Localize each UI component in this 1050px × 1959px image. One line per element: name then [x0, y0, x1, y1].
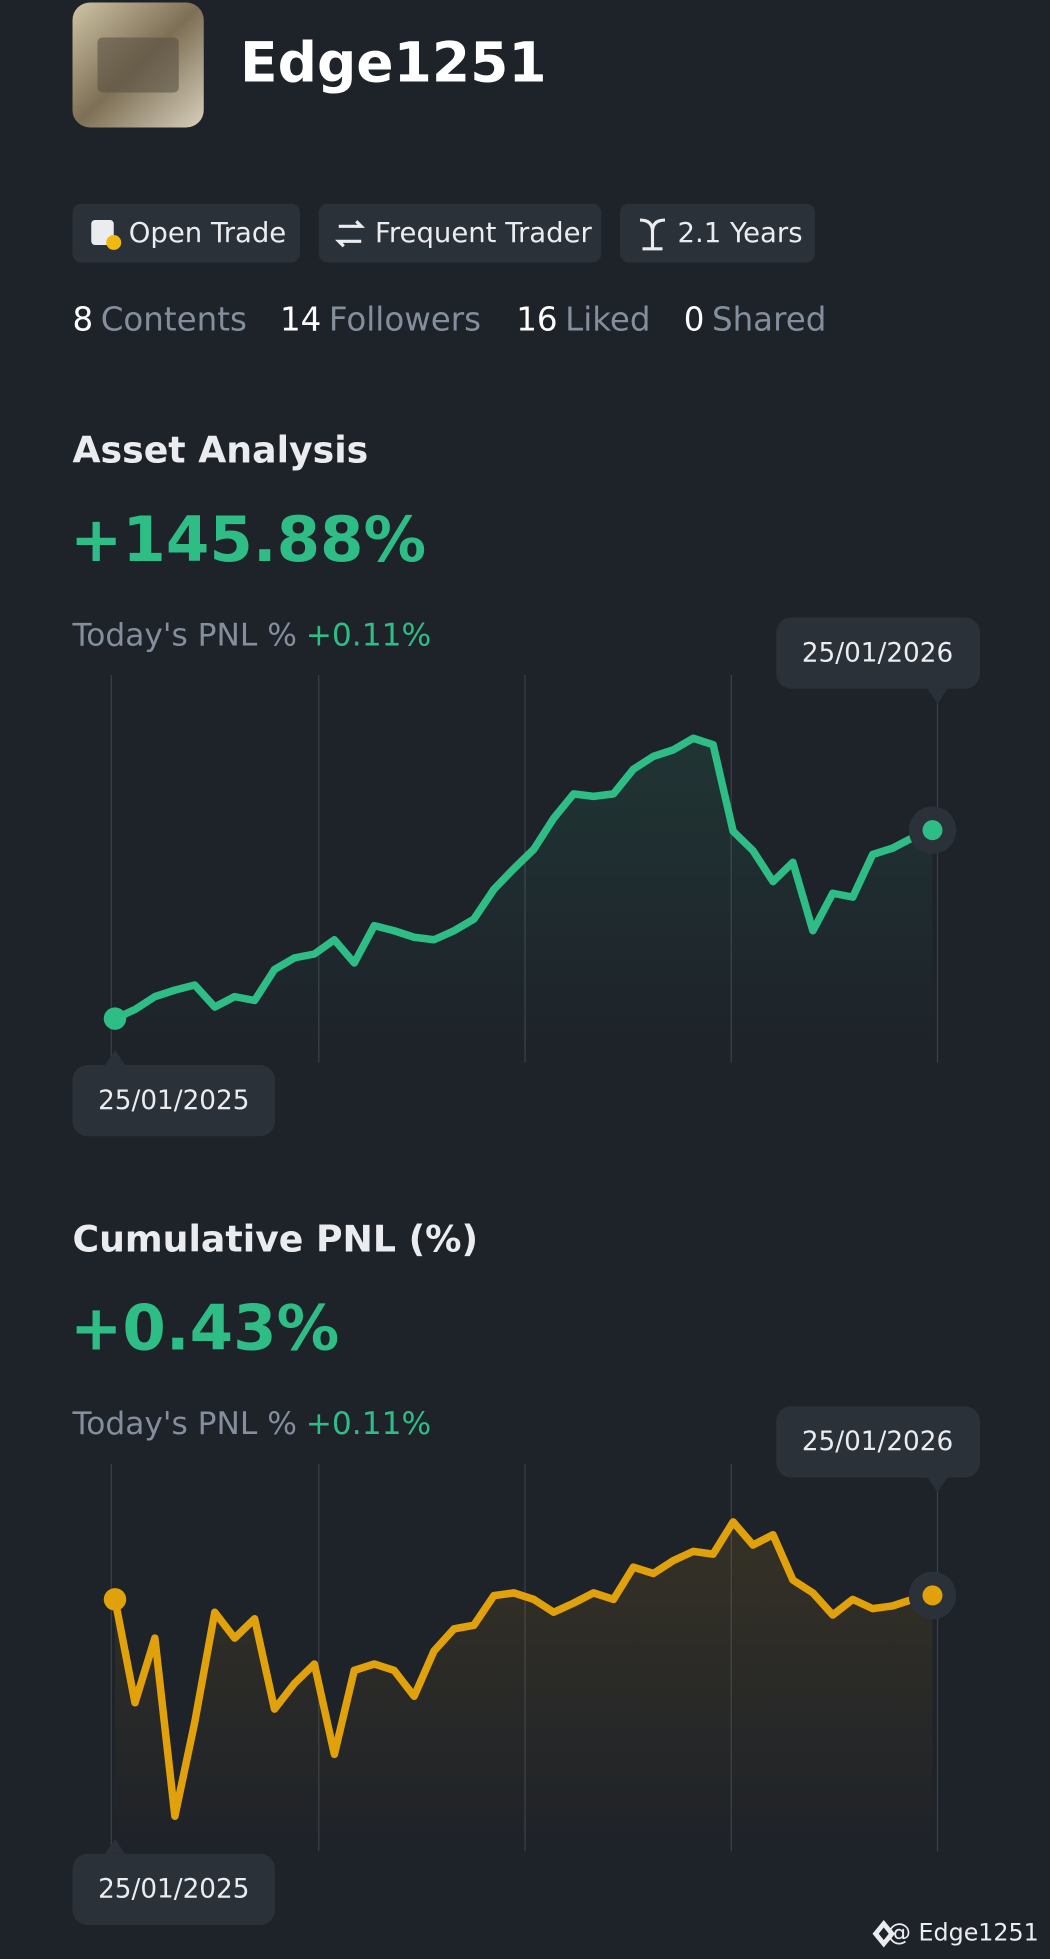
stat-label: Contents: [101, 300, 247, 338]
watermark: @ Edge1251: [887, 1918, 1039, 1946]
line-area: [115, 1521, 933, 1852]
stat: 14 Followers: [280, 300, 481, 338]
tooltip-arrow: [105, 1838, 125, 1854]
stat-count: 14: [280, 300, 321, 338]
pnl-value: +0.11%: [306, 617, 431, 653]
stats-row: 8 Contents 14 Followers 16 Liked 0 Shared: [73, 300, 827, 338]
stat-label: Followers: [329, 300, 481, 338]
stat: 16 Liked: [516, 300, 650, 338]
badge[interactable]: [72, 203, 301, 263]
start-date: 25/01/2025: [98, 1875, 249, 1905]
badge-icon: [334, 220, 366, 248]
badge-label: 2.1 Years: [678, 217, 803, 249]
chart: Asset Analysis +145.88% Today's PNL % +0.11…: [70, 429, 980, 1137]
pnl-value: +0.11%: [306, 1406, 431, 1442]
badge[interactable]: [318, 203, 602, 263]
tooltip-arrow: [927, 688, 948, 704]
date-tooltip: [72, 1065, 275, 1137]
stat: 0 Shared: [684, 300, 827, 338]
charts: Asset Analysis+145.88%Today's PNL % +0.11…: [70, 429, 980, 1925]
pnl-label: Today's PNL %: [72, 617, 297, 653]
stat: 8 Contents: [73, 300, 247, 338]
badge-icon: [106, 235, 122, 251]
badge-icon: [639, 218, 666, 251]
tooltip-arrow: [927, 1477, 948, 1493]
stat-count: 0: [684, 300, 705, 338]
stat-label: Shared: [712, 300, 826, 338]
stat-label: Liked: [565, 300, 650, 338]
start-point: [103, 1588, 127, 1611]
stat-count: 8: [73, 300, 94, 338]
line-series: [111, 1518, 937, 1821]
end-point: [922, 820, 943, 841]
chart-title: Cumulative PNL (%): [73, 1217, 479, 1260]
stat-count: 16: [516, 300, 557, 338]
badge[interactable]: [620, 203, 815, 263]
date-tooltip: [72, 1853, 275, 1925]
start-point: [103, 1007, 127, 1030]
date-tooltip: [776, 1406, 980, 1478]
pnl: Today's PNL % +0.11%: [72, 1406, 432, 1442]
headline-value: +0.43%: [70, 1292, 339, 1365]
pnl-label: Today's PNL %: [72, 1406, 297, 1442]
badge-label: Frequent Trader: [375, 217, 592, 249]
end-date: 25/01/2026: [802, 1427, 953, 1457]
date-tooltip: [776, 617, 980, 689]
tooltip-arrow: [105, 1050, 125, 1065]
end-date: 25/01/2026: [802, 638, 953, 668]
chart: Cumulative PNL (%) +0.43% Today's PNL % +0.…: [70, 1217, 980, 1925]
watermark-logo: [872, 1920, 895, 1948]
pnl: Today's PNL % +0.11%: [72, 617, 432, 653]
username: Edge1251: [240, 30, 547, 94]
badge-label: Open Trade: [129, 217, 286, 249]
start-date: 25/01/2025: [98, 1086, 249, 1116]
avatar-detail: [97, 37, 179, 93]
end-point: [922, 1585, 943, 1606]
chart-title: Asset Analysis: [73, 429, 369, 472]
headline-value: +145.88%: [70, 503, 426, 576]
line-series: [111, 734, 937, 1023]
